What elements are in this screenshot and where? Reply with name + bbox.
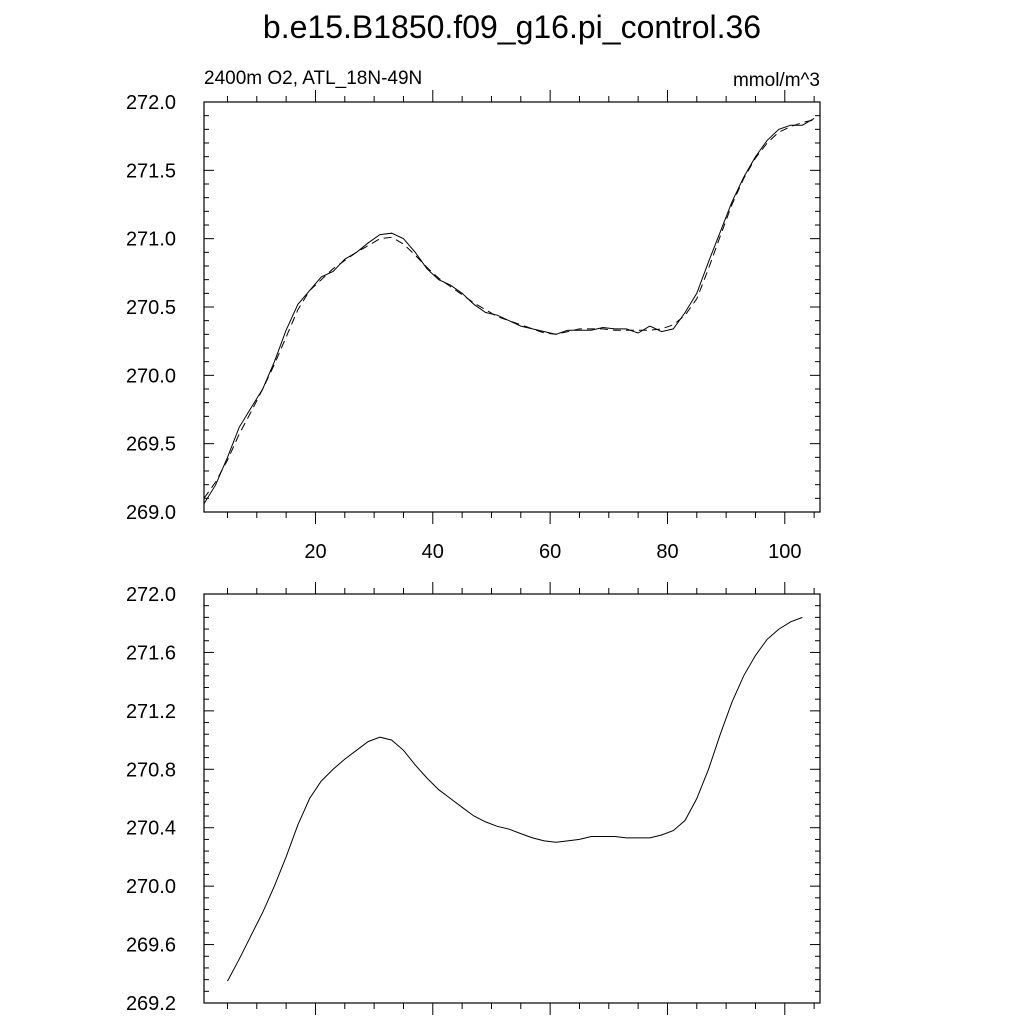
- panel-0-x-tick-label: 80: [656, 541, 678, 563]
- chart-subtitle-left: 2400m O2, ATL_18N-49N: [204, 68, 422, 89]
- panel-0-y-tick-label: 269.0: [126, 502, 176, 524]
- panel-1-series-0-solid-line: [227, 616, 803, 982]
- bottom-panel: 269.2 269.6 270.0 270.4 270.8 271.2 271.6 272.0: [126, 582, 821, 1015]
- panel-1-y-tick-label: 271.6: [126, 642, 176, 664]
- panel-0-x-tick-label: 60: [539, 541, 561, 563]
- panel-0-x-tick-label: 20: [304, 541, 326, 563]
- panel-1-y-tick-label: 271.2: [126, 701, 176, 723]
- panel-1-y-tick-label: 270.0: [126, 876, 176, 898]
- panel-0-y-tick-label: 270.5: [126, 297, 176, 319]
- chart-title: b.e15.B1850.f09_g16.pi_control.36: [263, 9, 761, 45]
- panel-0-x-tick-label: 100: [768, 541, 801, 563]
- panel-1-y-tick-label: 269.6: [126, 935, 176, 957]
- panel-0-y-tick-label: 269.5: [126, 434, 176, 456]
- panel-0-series-0-solid-line: [203, 117, 815, 505]
- panel-1-y-tick-label: 270.8: [126, 759, 176, 781]
- panel-0-y-tick-label: 271.0: [126, 229, 176, 251]
- panel-1-plot-frame: [203, 593, 821, 1004]
- panel-0-y-tick-label: 271.5: [126, 160, 176, 182]
- top-panel: 269.0 269.5 270.0 270.5 271.0 271.5 272.0 20 40 6…: [126, 90, 821, 563]
- panel-1-y-tick-label: 272.0: [126, 584, 176, 606]
- panel-1-y-tick-label: 269.2: [126, 993, 176, 1015]
- chart-units-label: mmol/m^3: [733, 70, 820, 91]
- panel-0-y-tick-label: 272.0: [126, 92, 176, 114]
- panel-0-y-tick-label: 270.0: [126, 365, 176, 387]
- panel-1-y-tick-label: 270.4: [126, 818, 176, 840]
- panel-0-series-1-dashed-line: [203, 119, 815, 499]
- panel-0-x-tick-label: 40: [422, 541, 444, 563]
